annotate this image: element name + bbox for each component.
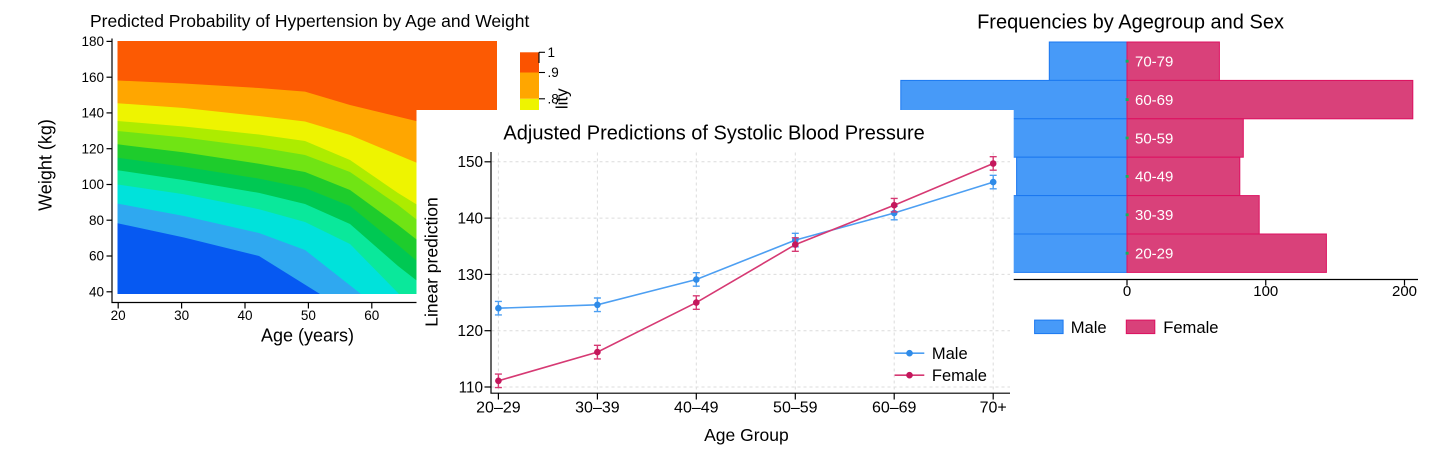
- svg-text:Linear prediction: Linear prediction: [422, 197, 442, 326]
- svg-text:40–49: 40–49: [674, 400, 719, 417]
- svg-text:160: 160: [81, 70, 104, 85]
- svg-text:Female: Female: [1163, 318, 1218, 337]
- svg-text:20–29: 20–29: [476, 400, 521, 417]
- svg-text:20: 20: [111, 308, 126, 323]
- svg-text:70-79: 70-79: [1135, 54, 1173, 71]
- svg-text:40: 40: [89, 285, 104, 300]
- svg-text:Male: Male: [1071, 318, 1107, 337]
- svg-text:Predicted Probability of Hyper: Predicted Probability of Hypertension by…: [90, 11, 530, 31]
- svg-text:130: 130: [457, 267, 483, 284]
- svg-text:40-49: 40-49: [1135, 169, 1173, 186]
- svg-text:.8: .8: [548, 91, 559, 106]
- svg-text:Adjusted Predictions of Systol: Adjusted Predictions of Systolic Blood P…: [503, 122, 924, 144]
- svg-text:100: 100: [1253, 283, 1278, 300]
- svg-text:60–69: 60–69: [872, 400, 917, 417]
- svg-text:.9: .9: [548, 65, 559, 80]
- svg-text:50–59: 50–59: [773, 400, 818, 417]
- svg-text:60: 60: [364, 308, 379, 323]
- svg-text:140: 140: [81, 106, 104, 121]
- svg-text:70+: 70+: [980, 400, 1007, 417]
- svg-text:50: 50: [301, 308, 316, 323]
- svg-text:30: 30: [174, 308, 189, 323]
- svg-text:30-39: 30-39: [1135, 207, 1173, 224]
- svg-text:Frequencies by Agegroup and Se: Frequencies by Agegroup and Sex: [977, 12, 1284, 34]
- svg-text:180: 180: [81, 34, 104, 49]
- svg-text:Female: Female: [932, 367, 987, 385]
- svg-text:200: 200: [1392, 283, 1417, 300]
- svg-text:120: 120: [457, 323, 483, 340]
- svg-text:80: 80: [89, 213, 104, 228]
- svg-text:30–39: 30–39: [575, 400, 620, 417]
- svg-text:Age Group: Age Group: [704, 425, 789, 445]
- svg-text:100: 100: [81, 177, 104, 192]
- svg-text:Age (years): Age (years): [261, 326, 354, 346]
- svg-text:120: 120: [81, 141, 104, 156]
- svg-text:1: 1: [548, 45, 556, 60]
- svg-text:40: 40: [237, 308, 252, 323]
- svg-text:Male: Male: [932, 345, 968, 363]
- svg-text:60: 60: [89, 249, 104, 264]
- svg-text:50-59: 50-59: [1135, 130, 1173, 147]
- svg-text:140: 140: [457, 211, 483, 228]
- svg-text:60-69: 60-69: [1135, 92, 1173, 109]
- svg-text:20-29: 20-29: [1135, 246, 1173, 263]
- svg-text:0: 0: [1123, 283, 1131, 300]
- svg-text:110: 110: [459, 379, 483, 396]
- svg-text:150: 150: [457, 154, 483, 171]
- svg-text:Weight (kg): Weight (kg): [36, 119, 56, 211]
